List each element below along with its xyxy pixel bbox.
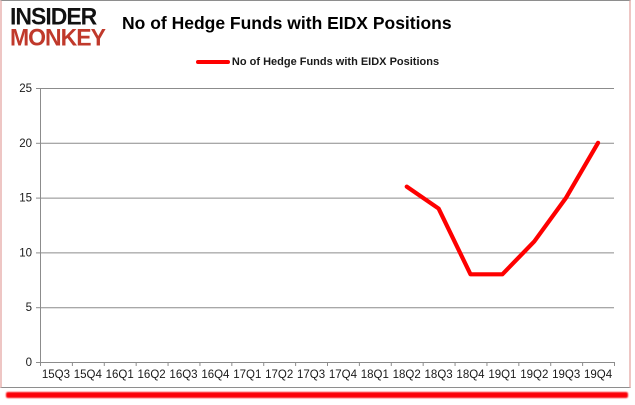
svg-text:18Q1: 18Q1 <box>361 369 389 381</box>
svg-text:15Q4: 15Q4 <box>74 369 103 381</box>
logo-text-monkey: MONKEY <box>10 23 106 51</box>
svg-text:15Q3: 15Q3 <box>42 369 70 381</box>
svg-text:16Q2: 16Q2 <box>138 369 166 381</box>
svg-text:18Q2: 18Q2 <box>393 369 421 381</box>
svg-text:10: 10 <box>19 247 32 259</box>
svg-text:19Q1: 19Q1 <box>488 369 516 381</box>
svg-text:17Q3: 17Q3 <box>297 369 325 381</box>
svg-text:17Q2: 17Q2 <box>265 369 293 381</box>
gridlines <box>40 88 614 309</box>
axes <box>36 88 615 366</box>
svg-text:15: 15 <box>19 193 32 205</box>
x-axis-tick-labels: 15Q3 15Q4 16Q1 16Q2 16Q3 16Q4 17Q1 17Q2 17Q3 17Q4… <box>42 369 613 381</box>
legend-label: No of Hedge Funds with EIDX Positions <box>231 56 440 68</box>
svg-text:17Q1: 17Q1 <box>233 369 261 381</box>
svg-text:18Q3: 18Q3 <box>425 369 453 381</box>
red-glow-bar <box>6 392 628 398</box>
svg-text:19Q4: 19Q4 <box>584 369 613 381</box>
svg-text:20: 20 <box>19 138 32 150</box>
svg-text:25: 25 <box>19 83 32 95</box>
legend: No of Hedge Funds with EIDX Positions <box>0 56 635 68</box>
svg-text:0: 0 <box>26 357 32 369</box>
svg-text:16Q4: 16Q4 <box>201 369 230 381</box>
svg-text:19Q2: 19Q2 <box>520 369 548 381</box>
svg-text:18Q4: 18Q4 <box>456 369 485 381</box>
svg-text:16Q3: 16Q3 <box>169 369 197 381</box>
legend-line-swatch <box>195 60 230 64</box>
svg-text:5: 5 <box>26 302 32 314</box>
y-axis-tick-labels: 0 5 10 15 20 25 <box>19 83 32 369</box>
chart-frame-border <box>0 0 631 388</box>
svg-text:16Q1: 16Q1 <box>106 369 134 381</box>
series-line <box>404 140 601 277</box>
svg-text:17Q4: 17Q4 <box>329 369 358 381</box>
svg-text:19Q3: 19Q3 <box>552 369 580 381</box>
insider-monkey-logo: INSIDER MONKEY <box>10 2 106 51</box>
logo-text-insider: INSIDER <box>10 2 97 30</box>
chart-title: No of Hedge Funds with EIDX Positions <box>122 13 452 33</box>
